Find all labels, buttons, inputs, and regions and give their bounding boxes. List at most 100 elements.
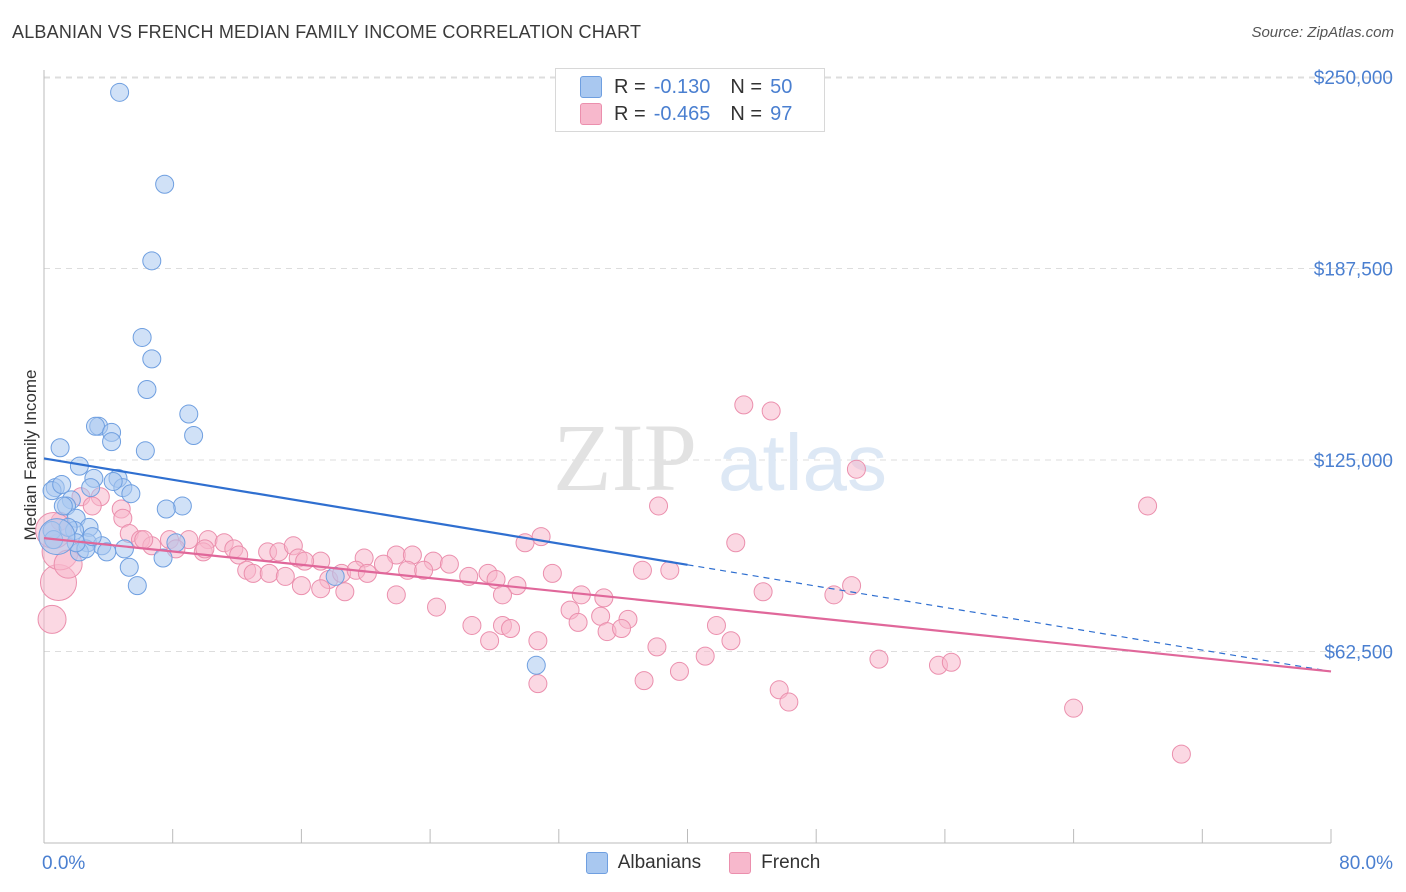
french-point <box>632 560 652 580</box>
albanians-point <box>110 82 130 102</box>
albanians-point <box>50 438 70 458</box>
albanians-trend-extension <box>687 564 1332 673</box>
french-point <box>1064 698 1084 718</box>
french-point <box>37 604 67 634</box>
series-legend: Albanians French <box>0 852 1406 874</box>
y-tick-label: $187,500 <box>1314 260 1393 281</box>
albanians-point <box>325 566 345 586</box>
albanians-point <box>184 425 204 445</box>
trend-lines <box>43 457 1332 673</box>
albanians-point <box>132 327 152 347</box>
french-point <box>695 646 715 666</box>
french-trend-line <box>43 537 1332 673</box>
legend-item-french[interactable]: French <box>729 852 820 874</box>
french-point <box>427 597 447 617</box>
correlation-legend: R = -0.130 N = 50 R = -0.465 N = 97 <box>555 68 825 132</box>
french-point <box>734 395 754 415</box>
source-label: Source: ZipAtlas.com <box>1251 24 1394 41</box>
french-point <box>311 579 331 599</box>
legend-row-french: R = -0.465 N = 97 <box>556 100 792 128</box>
albanians-point <box>81 478 101 498</box>
albanians-point <box>103 471 123 491</box>
r-label: R = <box>614 102 646 125</box>
french-point <box>846 459 866 479</box>
french-point <box>869 649 889 669</box>
french-point <box>295 551 315 571</box>
albanians-swatch <box>580 76 602 98</box>
albanians-trend-line <box>43 457 688 566</box>
french-point <box>243 563 263 583</box>
french-point <box>291 576 311 596</box>
french-point <box>706 615 726 635</box>
french-point <box>528 631 548 651</box>
x-tick-label-min: 0.0% <box>42 853 85 874</box>
n-value: 97 <box>770 102 793 125</box>
french-point <box>647 637 667 657</box>
albanians-point <box>114 539 134 559</box>
r-value: -0.130 <box>653 75 711 98</box>
french-point <box>824 585 844 605</box>
y-tick-label: $125,000 <box>1314 451 1393 472</box>
albanians-point <box>121 484 141 504</box>
french-point <box>134 530 154 550</box>
r-value: -0.465 <box>653 102 711 125</box>
french-swatch <box>729 852 752 874</box>
legend-label-albanians: Albanians <box>617 852 702 873</box>
legend-label-french: French <box>761 852 821 873</box>
legend-row-albanians: R = -0.130 N = 50 <box>556 73 792 101</box>
french-point <box>721 631 741 651</box>
french-point <box>594 588 614 608</box>
french-point <box>501 619 521 639</box>
legend-item-albanians[interactable]: Albanians <box>585 852 702 874</box>
albanians-point <box>82 527 102 547</box>
french-point <box>82 496 102 516</box>
albanians-point <box>156 499 176 519</box>
albanians-point <box>53 496 73 516</box>
albanians-points <box>38 82 546 675</box>
french-point <box>753 582 773 602</box>
french-point <box>1138 496 1158 516</box>
y-tick-label: $62,500 <box>1324 643 1393 664</box>
albanians-point <box>179 404 199 424</box>
n-value: 50 <box>770 75 793 98</box>
watermark: ZIP atlas <box>553 404 887 511</box>
french-point <box>259 563 279 583</box>
french-point <box>492 585 512 605</box>
albanians-point <box>166 533 186 553</box>
french-point <box>1171 744 1191 764</box>
albanians-point <box>97 542 117 562</box>
french-point <box>480 631 500 651</box>
r-label: R = <box>614 75 646 98</box>
tick-labels: $62,500 $125,000 $187,500 $250,000 0.0% 80.0% <box>42 68 1393 874</box>
albanians-point <box>526 655 546 675</box>
albanians-swatch <box>585 852 608 874</box>
axes <box>43 70 1332 844</box>
french-point <box>414 560 434 580</box>
french-point <box>531 527 551 547</box>
watermark-zip: ZIP <box>553 404 697 511</box>
french-point <box>275 566 295 586</box>
french-point <box>779 692 799 712</box>
french-point <box>761 401 781 421</box>
n-label: N = <box>730 102 763 125</box>
french-point <box>528 674 548 694</box>
french-point <box>612 619 632 639</box>
albanians-point <box>119 557 139 577</box>
french-point <box>634 671 654 691</box>
french-point <box>542 563 562 583</box>
french-points <box>35 395 1191 764</box>
french-point <box>842 576 862 596</box>
french-point <box>335 582 355 602</box>
french-point <box>726 533 746 553</box>
n-label: N = <box>730 75 763 98</box>
albanians-point <box>135 441 155 461</box>
french-point <box>669 661 689 681</box>
albanians-point <box>38 518 76 556</box>
french-point <box>386 585 406 605</box>
albanians-point <box>153 548 173 568</box>
albanians-point <box>142 251 162 271</box>
french-swatch <box>580 103 602 125</box>
albanians-point <box>172 496 192 516</box>
chart-title: ALBANIAN VS FRENCH MEDIAN FAMILY INCOME … <box>12 22 642 42</box>
french-point <box>649 496 669 516</box>
